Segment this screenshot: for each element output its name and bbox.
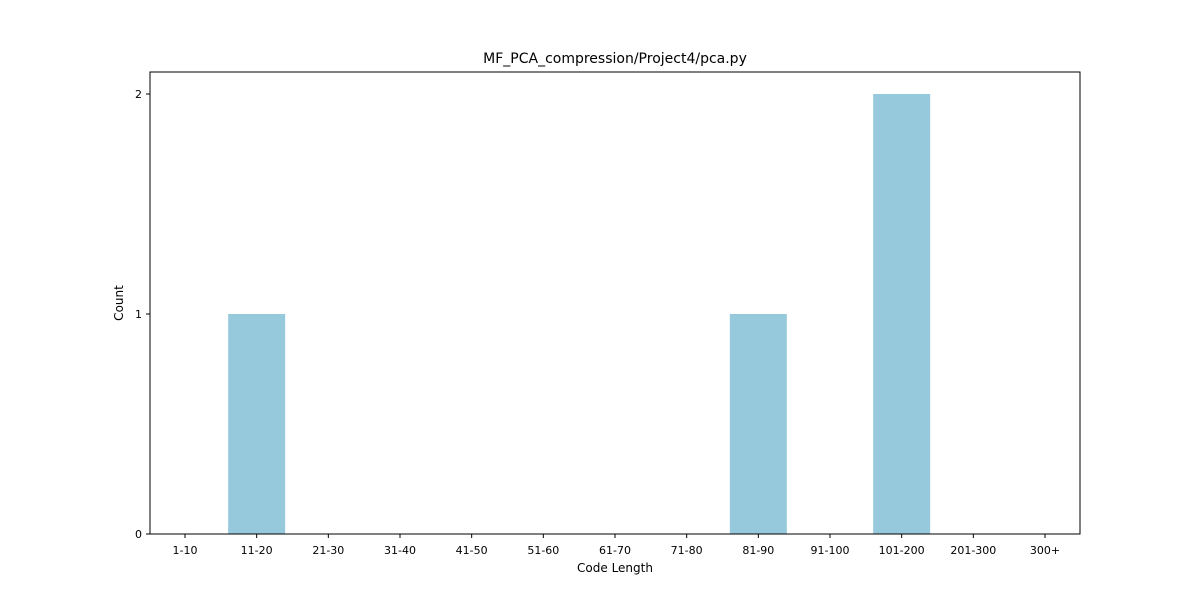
x-tick-label: 51-60	[527, 544, 559, 557]
x-tick-label: 41-50	[456, 544, 488, 557]
y-tick-label: 0	[135, 528, 142, 541]
bar-101-200	[873, 94, 931, 534]
bar-81-90	[729, 314, 787, 534]
y-tick-label: 1	[135, 308, 142, 321]
y-axis: 0 1 2	[135, 88, 150, 541]
x-tick-label: 31-40	[384, 544, 416, 557]
x-tick-label: 21-30	[312, 544, 344, 557]
x-axis-label: Code Length	[577, 561, 653, 575]
y-axis-label: Count	[112, 285, 126, 321]
x-tick-label: 71-80	[671, 544, 703, 557]
x-tick-label: 11-20	[241, 544, 273, 557]
chart-title: MF_PCA_compression/Project4/pca.py	[483, 51, 747, 67]
x-tick-label: 61-70	[599, 544, 631, 557]
x-tick-label: 1-10	[173, 544, 198, 557]
y-tick-label: 2	[135, 88, 142, 101]
x-tick-label: 81-90	[742, 544, 774, 557]
x-tick-label: 201-300	[950, 544, 996, 557]
x-tick-label: 300+	[1030, 544, 1060, 557]
x-axis: 1-10 11-20 21-30 31-40 41-50 51-60 61-70 71-80 8…	[173, 534, 1060, 557]
x-tick-label: 101-200	[879, 544, 925, 557]
plot-frame	[149, 71, 1081, 535]
bars-layer	[228, 94, 931, 534]
bar-11-20	[228, 314, 286, 534]
x-tick-label: 91-100	[811, 544, 850, 557]
